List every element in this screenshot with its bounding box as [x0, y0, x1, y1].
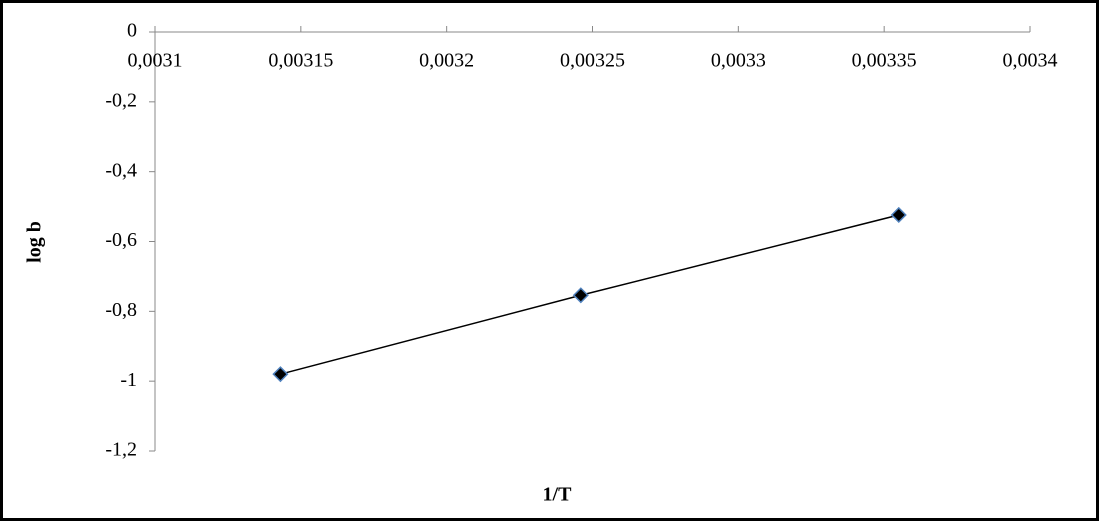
- x-tick-label: 0,0033: [711, 50, 766, 72]
- x-tick-label: 0,00315: [268, 50, 333, 72]
- y-tick-label: -0,4: [105, 159, 137, 181]
- x-tick-label: 0,0034: [1003, 50, 1058, 72]
- y-tick-label: -1,2: [105, 439, 137, 461]
- data-point: [890, 206, 907, 224]
- y-tick-label: -0,2: [105, 89, 137, 111]
- x-tick-label: 0,0032: [419, 50, 474, 72]
- y-tick-label: 0: [127, 20, 137, 42]
- y-tick-label: -1: [120, 369, 137, 391]
- x-tick-label: 0,00325: [560, 50, 625, 72]
- data-point: [272, 366, 289, 383]
- x-tick-label: 0,00335: [852, 50, 917, 72]
- y-axis-title: log b: [24, 221, 46, 263]
- x-axis-title: 1/T: [543, 484, 573, 506]
- x-tick-label: 0,0031: [128, 50, 183, 72]
- data-point: [572, 287, 589, 304]
- y-tick-label: -0,8: [105, 299, 137, 321]
- y-tick-label: -0,6: [105, 229, 137, 251]
